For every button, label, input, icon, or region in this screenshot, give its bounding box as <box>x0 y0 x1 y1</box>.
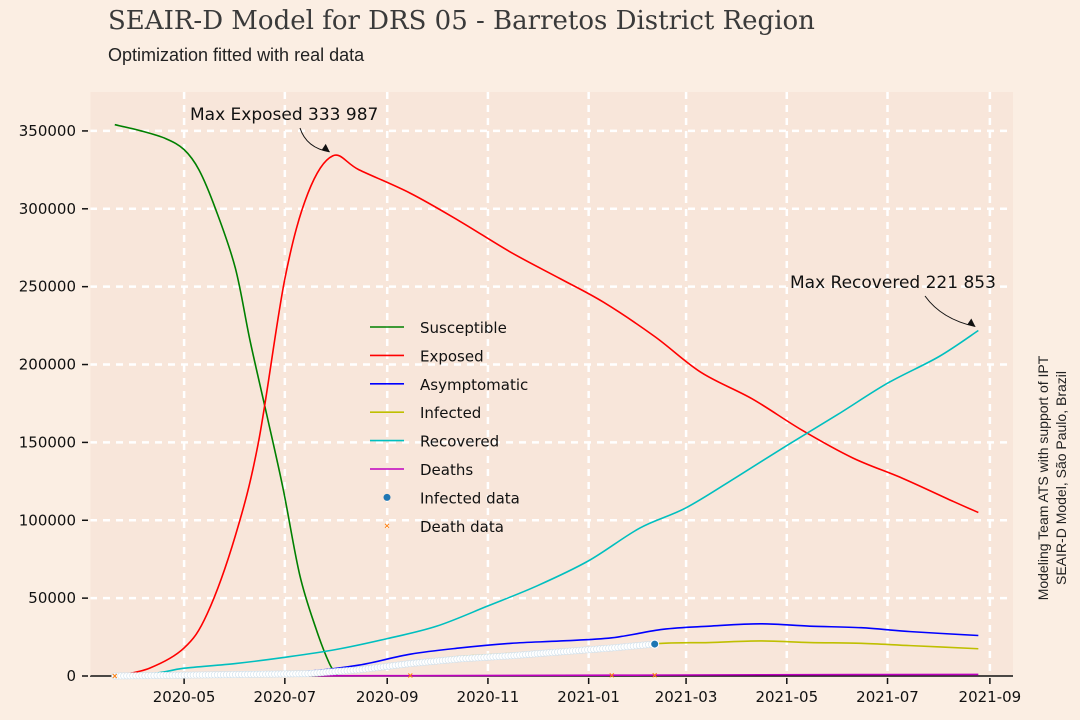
credit-line: Modeling Team ATS with support of IPT <box>1035 355 1051 600</box>
y-tick-label: 150000 <box>19 433 76 451</box>
annotation-label: Max Exposed 333 987 <box>190 105 378 125</box>
y-tick-label: 50000 <box>28 589 76 607</box>
plot-area <box>90 92 1013 676</box>
y-tick-label: 300000 <box>19 200 76 218</box>
legend-label: Infected <box>420 404 481 422</box>
legend-label: Infected data <box>420 489 520 507</box>
annotation-arrowhead <box>321 143 330 152</box>
series-death-data <box>112 672 658 679</box>
infected-data-point <box>650 639 660 649</box>
legend: Susceptible Exposed Asymptomatic Infected Re… <box>370 319 528 536</box>
x-tick-label: 2020-07 <box>253 688 316 706</box>
x-tick-label: 2021-03 <box>655 688 718 706</box>
y-tick-label: 350000 <box>19 122 76 140</box>
series-infected-data <box>111 639 660 680</box>
legend-label: Recovered <box>420 433 499 451</box>
legend-label: Deaths <box>420 461 473 479</box>
legend-label: Death data <box>420 518 504 536</box>
death-data-point <box>652 672 658 678</box>
x-tick-label: 2020-11 <box>457 688 520 706</box>
x-tick-label: 2021-01 <box>557 688 620 706</box>
y-tick-label: 250000 <box>19 278 76 296</box>
death-data-point <box>112 673 118 679</box>
y-tick-label: 100000 <box>19 511 76 529</box>
credit-text: Modeling Team ATS with support of IPT SEA… <box>1035 355 1069 600</box>
chart-subtitle: Optimization fitted with real data <box>108 45 365 65</box>
annotation-arrowhead <box>967 318 976 327</box>
x-tick-label: 2021-05 <box>755 688 818 706</box>
series-line-recovered <box>114 329 979 677</box>
credit-line: SEAIR-D Model, São Paulo, Brazil <box>1053 371 1069 585</box>
grid <box>90 92 1013 676</box>
legend-marker <box>383 493 391 501</box>
x-tick-label: 2021-09 <box>959 688 1022 706</box>
legend-label: Susceptible <box>420 319 507 337</box>
y-tick-label: 0 <box>66 667 76 685</box>
annotation-arrow <box>299 127 330 153</box>
legend-label: Asymptomatic <box>420 376 528 394</box>
x-tick-label: 2021-07 <box>856 688 919 706</box>
x-tick-label: 2020-05 <box>153 688 216 706</box>
series-line-susceptible <box>114 123 339 677</box>
x-tick-label: 2020-09 <box>356 688 419 706</box>
chart-title: SEAIR-D Model for DRS 05 - Barretos Dist… <box>108 6 815 36</box>
legend-marker <box>384 523 390 529</box>
death-data-point <box>609 672 615 678</box>
series-line-exposed <box>114 154 979 677</box>
annotation-label: Max Recovered 221 853 <box>790 273 996 293</box>
legend-label: Exposed <box>420 347 484 365</box>
death-data-point <box>407 673 413 678</box>
y-tick-label: 200000 <box>19 356 76 374</box>
